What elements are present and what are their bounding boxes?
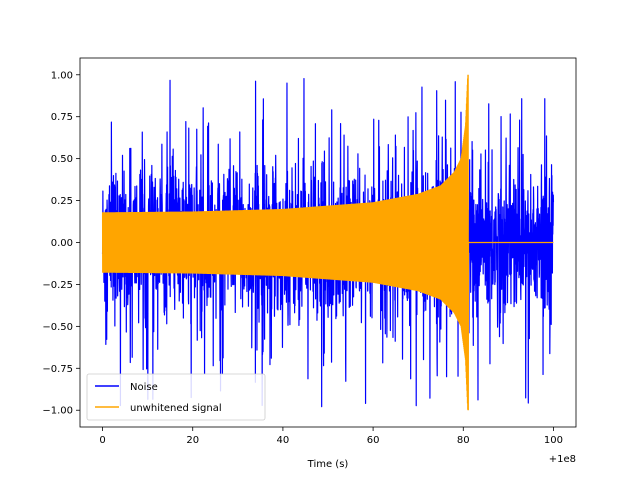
y-tick-label: −1.00: [42, 406, 73, 417]
x-tick-label: 20: [186, 435, 199, 446]
y-tick-label: 1.00: [51, 70, 73, 81]
x-axis-label: Time (s): [307, 459, 349, 470]
y-tick-label: 0.25: [51, 196, 73, 207]
x-axis: 0 20 40 60 80 100: [99, 427, 563, 446]
y-tick-label: 0.00: [51, 238, 73, 249]
series-line-unwhitened-signal: [101, 74, 554, 411]
x-tick-label: 80: [457, 435, 470, 446]
y-tick-label: 0.75: [51, 112, 73, 123]
x-tick-label: 40: [277, 435, 290, 446]
plot-area: [101, 74, 555, 411]
y-tick-label: −0.25: [42, 280, 73, 291]
legend-label-noise: Noise: [130, 382, 158, 393]
legend: Noise unwhitened signal: [86, 373, 266, 421]
y-tick-label: 0.50: [51, 154, 73, 165]
legend-label-signal: unwhitened signal: [130, 403, 222, 414]
y-tick-label: −0.75: [42, 364, 73, 375]
x-tick-label: 100: [544, 435, 563, 446]
y-tick-label: −0.50: [42, 322, 73, 333]
y-axis: −1.00 −0.75 −0.50 −0.25 0.00 0.25 0.50 0.75 1.00: [42, 70, 80, 417]
legend-box: [86, 373, 266, 421]
x-tick-label: 0: [99, 435, 105, 446]
x-tick-label: 60: [367, 435, 380, 446]
x-offset-label: +1e8: [549, 454, 576, 465]
